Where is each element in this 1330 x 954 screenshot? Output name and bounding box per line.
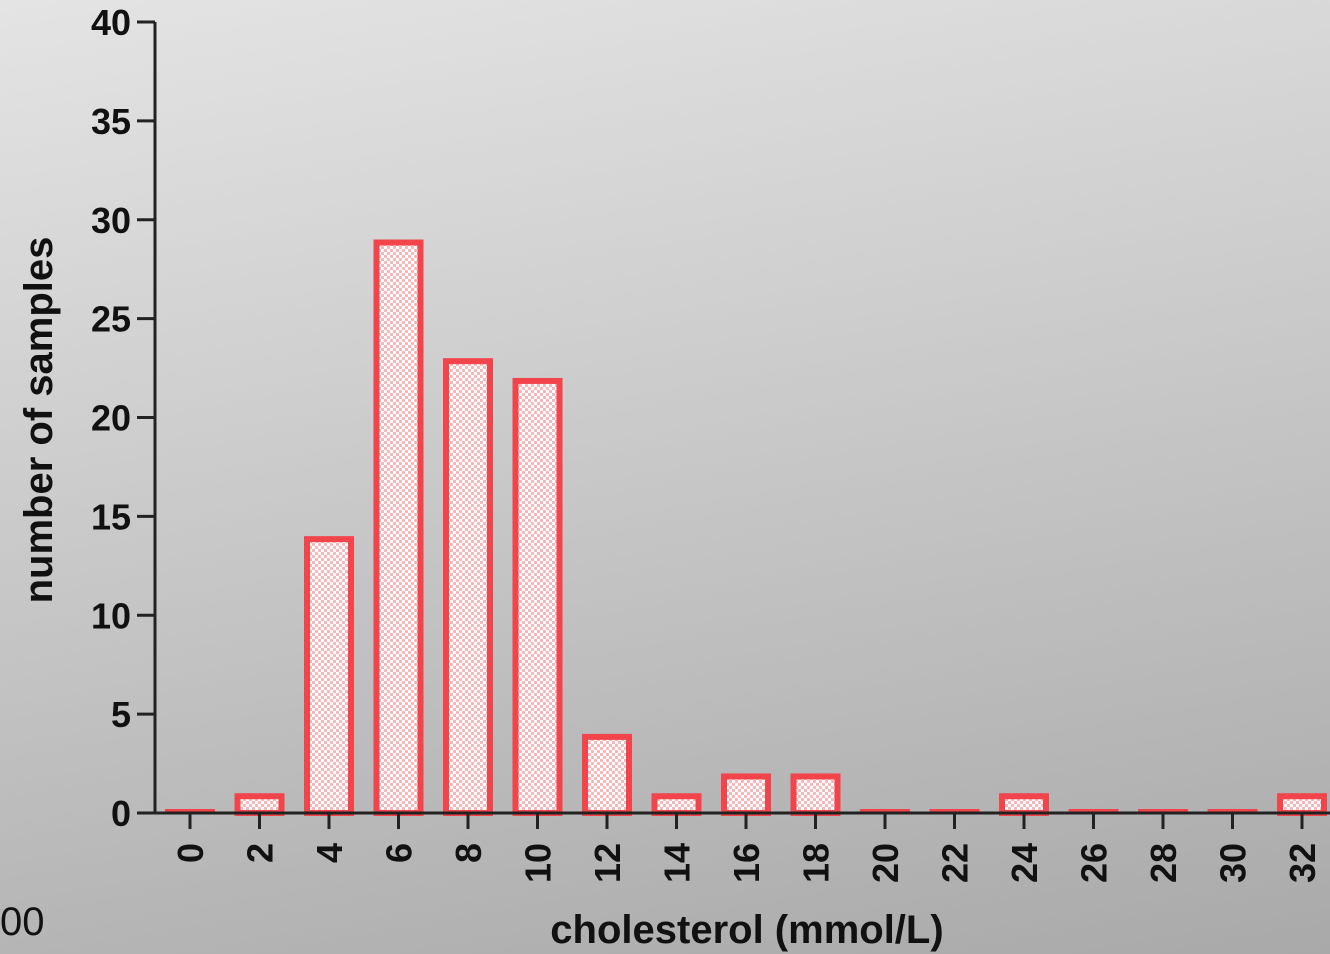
bar-2: [234, 793, 285, 816]
y-tick-label: 0: [111, 793, 131, 834]
y-tick-label: 20: [91, 398, 131, 439]
x-tick-label: 8: [448, 843, 489, 863]
bar-16: [721, 773, 771, 817]
x-tick-label: 4: [309, 843, 350, 863]
bars-group: [165, 239, 1327, 817]
y-tick-label: 30: [91, 200, 131, 241]
corner-label: 00: [0, 900, 45, 944]
bar-6: [373, 239, 424, 816]
y-tick-label: 10: [91, 595, 131, 636]
y-tick-label: 25: [91, 299, 131, 340]
bar-8: [443, 358, 493, 816]
bar-32: [1277, 793, 1327, 816]
y-tick-label: 40: [91, 2, 131, 43]
x-tick-label: 16: [726, 843, 767, 883]
axes-group: [137, 20, 1330, 829]
x-tick-label: 24: [1004, 843, 1045, 883]
bar-10: [512, 377, 563, 816]
x-tick-label: 28: [1143, 843, 1184, 883]
bar-18: [790, 773, 841, 817]
x-tick-label: 6: [379, 843, 420, 863]
x-tick-label: 20: [865, 843, 906, 883]
x-tick-label: 22: [935, 843, 976, 883]
x-tick-label: 30: [1213, 843, 1254, 883]
bar-12: [582, 733, 632, 817]
x-axis-title: cholesterol (mmol/L): [550, 908, 943, 952]
x-tick-label: 2: [240, 843, 281, 863]
x-tick-label: 32: [1282, 843, 1323, 883]
bar-24: [999, 793, 1049, 816]
x-tick-label: 18: [796, 843, 837, 883]
y-axis-title: number of samples: [17, 237, 61, 604]
bar-14: [651, 793, 702, 816]
x-tick-label: 14: [657, 843, 698, 883]
bar-4: [304, 536, 354, 817]
x-tick-label: 10: [518, 843, 559, 883]
y-tick-label: 15: [91, 496, 131, 537]
x-tick-label: 12: [587, 843, 628, 883]
x-tick-label: 0: [170, 843, 211, 863]
x-tick-label: 26: [1074, 843, 1115, 883]
y-tick-label: 5: [111, 694, 131, 735]
y-tick-label: 35: [91, 101, 131, 142]
